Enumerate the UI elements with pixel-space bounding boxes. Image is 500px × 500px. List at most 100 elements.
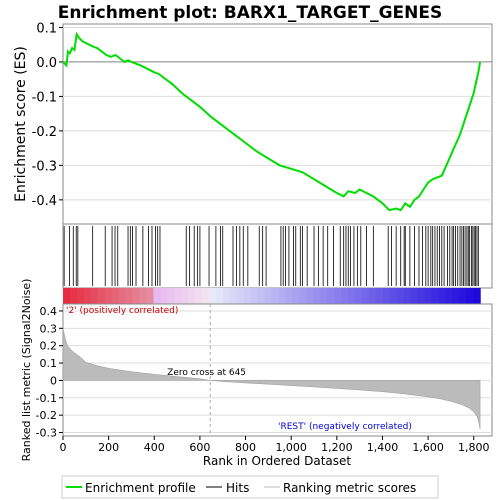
legend: Enrichment profile Hits Ranking metric s… [61, 475, 439, 499]
heat-bar-segment [452, 288, 460, 304]
heat-bar-segment [334, 288, 342, 304]
heat-bar-segment [132, 288, 141, 304]
rank-x-tick-label: 1,400 [367, 441, 399, 454]
ranking-metric-y-tick-label: -0.3 [36, 427, 57, 440]
ranking-metric-y-tick-label: -0.1 [36, 392, 57, 405]
heat-bar-segment [431, 288, 440, 304]
enrichment-y-tick-label: -0.1 [32, 90, 57, 105]
heat-bar-segment [111, 288, 120, 304]
enrichment-y-tick-label: 0.0 [36, 56, 57, 71]
heat-bar-segment [83, 288, 92, 304]
enrichment-y-tick-label: -0.3 [32, 159, 57, 174]
legend-hits-label: Hits [226, 481, 249, 495]
legend-frame [61, 475, 439, 499]
rank-x-tick-label: 1,000 [275, 441, 307, 454]
ranking-metric-panel: Zero cross at 645 '2' (positively correl… [20, 279, 493, 468]
heat-bar-segment [202, 288, 210, 304]
heat-bar-segment [424, 288, 433, 304]
heat-bar-segment [396, 288, 405, 304]
heat-bar-segment [215, 288, 224, 304]
heat-bar-segment [389, 288, 398, 304]
zero-cross-label: Zero cross at 645 [167, 368, 246, 378]
enrichment-profile-line [62, 31, 482, 212]
heat-bar-segment [285, 288, 294, 304]
ranked-list-heat-bar [63, 288, 481, 304]
heat-bar-segment [299, 288, 307, 304]
rank-x-ticks: 0 200 400 600 800 1,000 1,200 1,400 1,600 1,800 [60, 436, 490, 454]
positive-correlation-label: '2' (positively correlated) [66, 306, 178, 316]
ranking-metric-panel-frame [62, 303, 493, 437]
heat-bar-segment [292, 288, 300, 304]
rank-x-tick-label: 800 [235, 441, 256, 454]
heat-bar-segment [438, 288, 446, 304]
legend-ranking-metric-label: Ranking metric scores [283, 481, 416, 495]
hit-markers [63, 226, 479, 286]
heat-bar-segment [459, 288, 467, 304]
hits-panel-frame [62, 223, 493, 289]
rank-x-axis-label: Rank in Ordered Dataset [203, 454, 351, 468]
heat-bar-segment [278, 288, 287, 304]
heat-bar-segment [306, 288, 314, 304]
heat-bar-segment [188, 288, 196, 304]
enrichment-y-ticks: 0.1 0.0 -0.1 -0.2 -0.3 -0.4 [32, 21, 63, 209]
heat-bar-segment [90, 288, 99, 304]
heat-bar-segment [125, 288, 134, 304]
heat-bar-segment [341, 288, 349, 304]
ranking-metric-y-tick-label: 0.2 [40, 340, 58, 353]
enrichment-y-axis-label: Enrichment score (ES) [13, 46, 29, 202]
enrichment-panel: 0.1 0.0 -0.1 -0.2 -0.3 -0.4 Enrichment score … [13, 21, 493, 225]
rank-x-tick-label: 1,600 [412, 441, 444, 454]
legend-enrichment-label: Enrichment profile [85, 481, 196, 495]
heat-bar-segment [229, 288, 238, 304]
heat-bar-segment [382, 288, 391, 304]
heat-bar-segment [69, 288, 78, 304]
enrichment-y-tick-label: -0.2 [32, 125, 57, 140]
ranking-metric-y-ticks: 0.4 0.3 0.2 0.1 0 -0.1 -0.2 -0.3 [36, 305, 63, 440]
enrichment-y-tick-label: 0.1 [36, 21, 57, 36]
heat-bar-segment [167, 288, 175, 304]
heat-bar-segment [97, 288, 106, 304]
heat-bar-segment [160, 288, 168, 304]
heat-bar-segment [361, 288, 370, 304]
heat-bar-segment [222, 288, 231, 304]
ranking-metric-y-tick-label: -0.2 [36, 409, 57, 422]
heat-bar-segment [76, 288, 85, 304]
heat-bar-segment [250, 288, 259, 304]
heat-bar-segment [208, 288, 217, 304]
ranking-metric-y-axis-label: Ranked list metric (Signal2Noise) [20, 279, 33, 462]
heat-bar-segment [375, 288, 384, 304]
heat-bar-segment [354, 288, 363, 304]
heat-bar-segment [348, 288, 356, 304]
rank-x-tick-label: 0 [60, 441, 67, 454]
ranking-metric-area [62, 328, 481, 430]
heat-bar-segment [257, 288, 266, 304]
heat-bar-segment [63, 288, 71, 304]
heat-bar-segment [236, 288, 245, 304]
heat-bar-segment [243, 288, 252, 304]
heat-bar-segment [403, 288, 412, 304]
heat-bar-segment [181, 288, 189, 304]
heat-bar-segment [445, 288, 453, 304]
heat-bar-segment [473, 288, 481, 304]
enrichment-panel-frame [62, 23, 493, 225]
negative-correlation-label: 'REST' (negatively correlated) [278, 422, 412, 432]
heat-bar-segment [271, 288, 280, 304]
heat-bar-segment [118, 288, 127, 304]
heat-bar-segment [466, 288, 474, 304]
rank-x-tick-label: 400 [144, 441, 165, 454]
heat-bar-segment [153, 288, 161, 304]
heat-bar-segment [410, 288, 419, 304]
heat-bar-segment [174, 288, 182, 304]
ranking-metric-y-tick-label: 0 [50, 374, 57, 387]
rank-x-tick-label: 1,200 [321, 441, 353, 454]
heat-bar-segment [368, 288, 377, 304]
ranking-metric-y-tick-label: 0.3 [40, 322, 58, 335]
heat-bar-segment [417, 288, 426, 304]
heat-bar-segment [313, 288, 321, 304]
heat-bar-segment [264, 288, 273, 304]
ranking-metric-y-tick-label: 0.4 [40, 305, 58, 318]
chart-title: Enrichment plot: BARX1_TARGET_GENES [58, 3, 443, 23]
heat-bar-segment [320, 288, 328, 304]
rank-x-tick-label: 1,800 [458, 441, 490, 454]
